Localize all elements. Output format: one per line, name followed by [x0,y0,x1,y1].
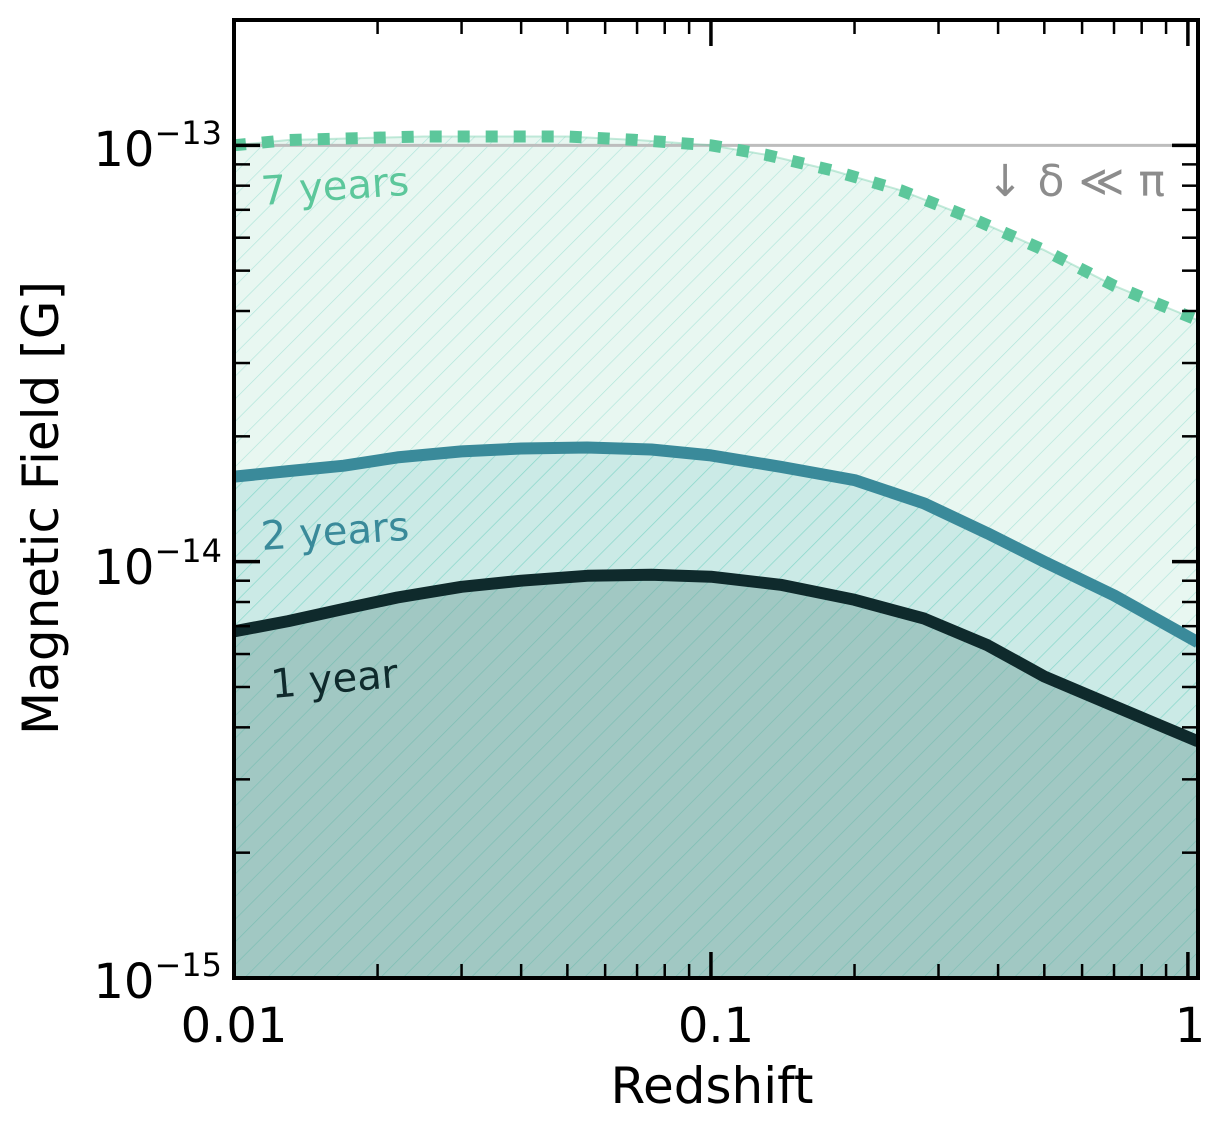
y-tick-label-2-base: 10 [93,954,154,1010]
label-1-year: 1 year [269,651,400,708]
series-line-2 [234,568,1198,747]
x-tick-label-2: 1 [1175,998,1206,1054]
y-tick-label-1-exp: −14 [154,532,222,570]
y-tick-label-0-exp: −13 [154,114,222,152]
x-tick-label-0: 0.01 [181,998,288,1054]
plot-frame [232,18,1200,980]
y-tick-label-1: 10−14 [93,532,222,596]
x-axis-label: Redshift [611,1057,814,1115]
series-lines [234,130,1198,747]
y-tick-label-0-base: 10 [93,122,154,178]
y-tick-label-2: 10−15 [93,946,222,1010]
y-tick-label-1-base: 10 [93,540,154,596]
x-tick-label-1: 0.1 [678,998,754,1054]
y-axis-label: Magnetic Field [G] [12,281,70,735]
area-fill-2 [234,574,1198,978]
series-line-1 [234,441,1198,648]
series-line-0 [234,130,1198,326]
label-7-years: 7 years [259,159,410,215]
y-tick-label-0: 10−13 [93,114,222,178]
filled-areas [234,136,1198,978]
label-2-years: 2 years [259,504,410,560]
annotation-delta-pi: ↓ δ ≪ π [987,156,1165,207]
y-tick-label-2-exp: −15 [154,946,222,984]
